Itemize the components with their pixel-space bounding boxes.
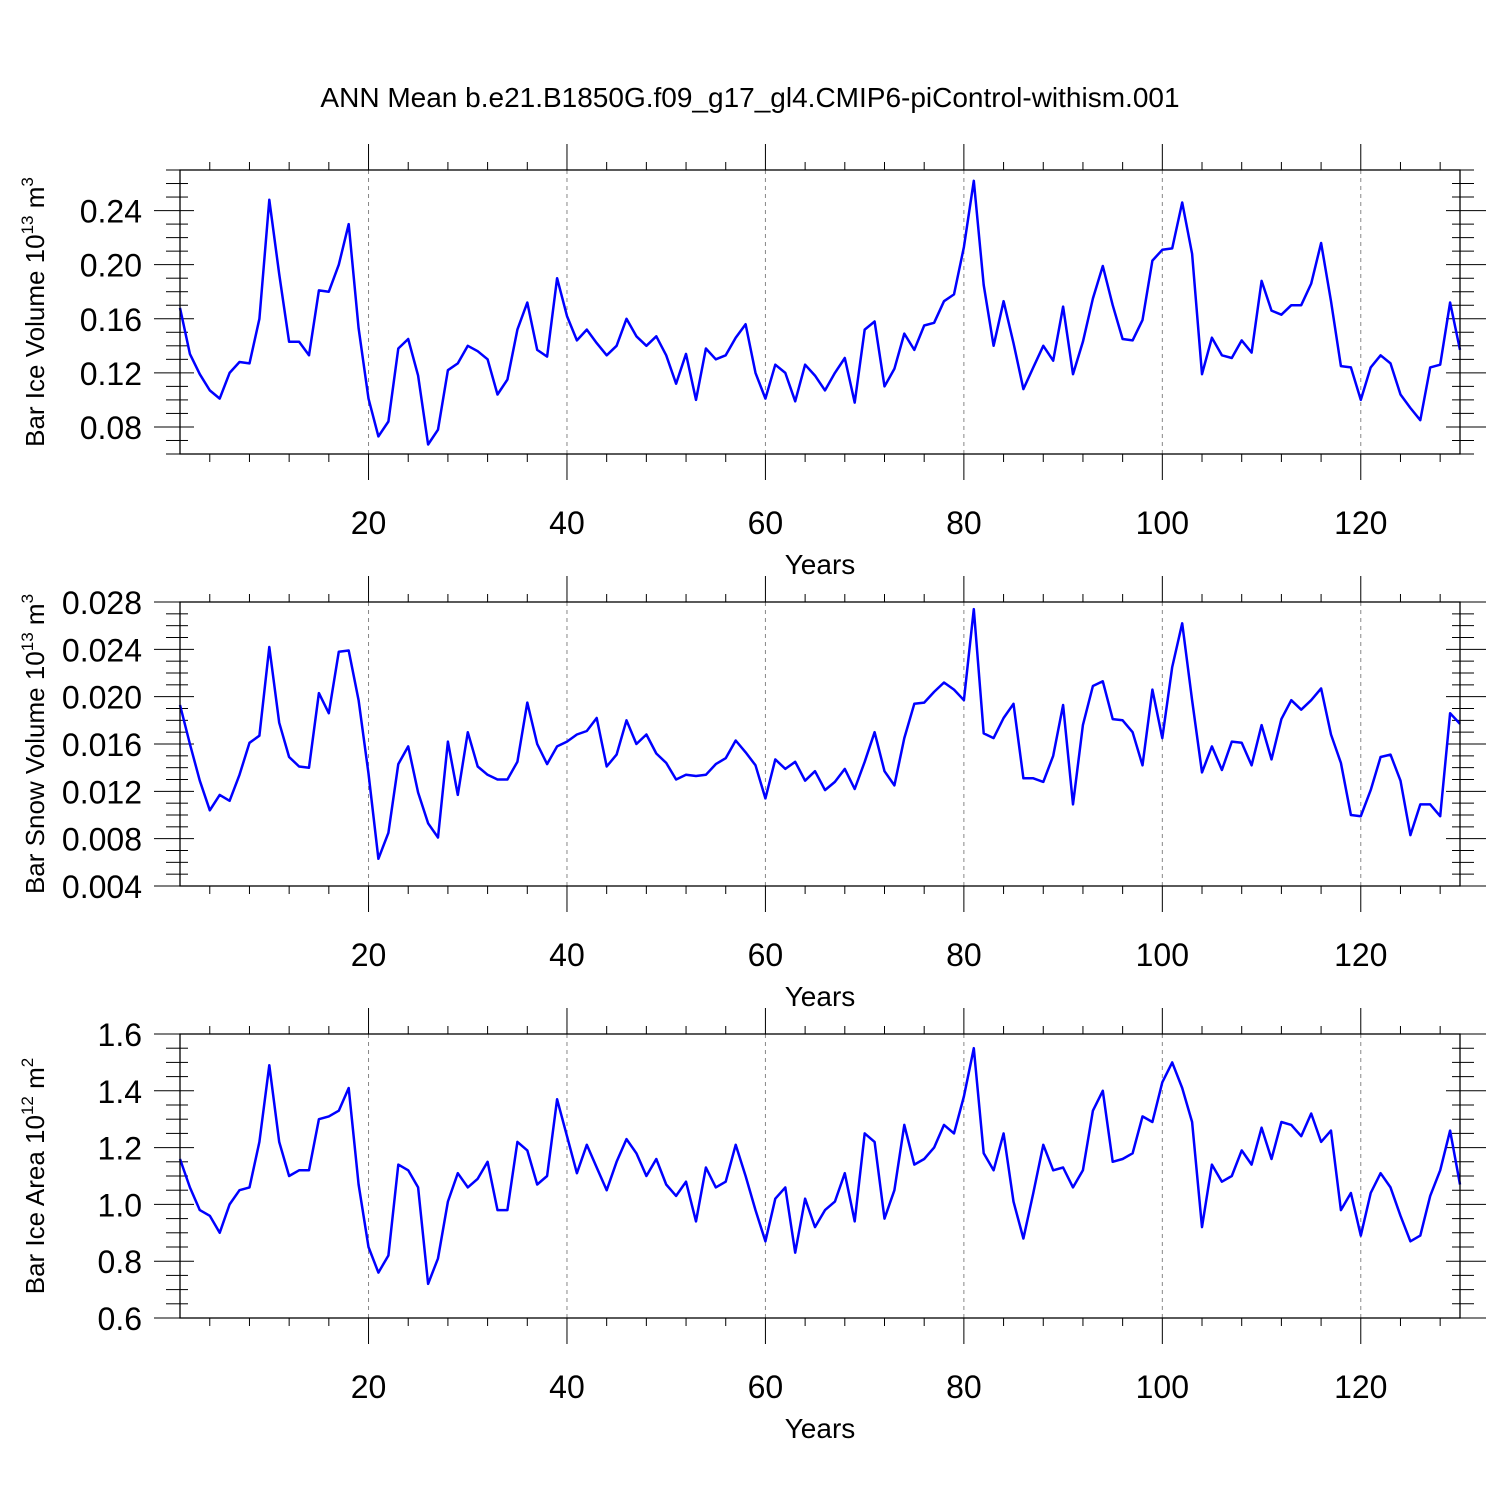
tick-label-y: 0.016 [62,727,142,763]
y-axis-label: Bar Ice Volume 1013 m3 [18,177,50,447]
y-axis-label: Bar Snow Volume 1013 m3 [18,594,50,894]
tick-label-y: 1.2 [98,1131,142,1167]
tick-label-y: 1.4 [98,1074,142,1110]
plot-frame [179,1033,1461,1319]
tick-label-x: 120 [1334,1369,1387,1405]
tick-label-x: 80 [946,1369,982,1405]
y-axis-label-unit: m [20,603,50,632]
y-axis-label: Bar Ice Area 1012 m2 [18,1058,50,1295]
tick-label-x: 40 [549,1369,585,1405]
series-line-3 [178,1046,1462,1286]
plot-panel-1: 20 40 60 80 100 120 0.08 0.12 0.16 0.20 0.24 Years B… [18,144,1486,580]
tick-label-x: 100 [1136,505,1189,541]
tick-label-y: 0.028 [62,585,142,621]
y-axis-label-unit-exponent: 2 [18,1058,37,1067]
tick-label-x: 40 [549,937,585,973]
series-line-2 [178,607,1461,861]
tick-label-y: 0.16 [80,302,142,338]
y-axis-label-unit-exponent: 3 [18,177,37,186]
tick-label-x: 80 [946,937,982,973]
y-axis-label-exponent: 12 [18,1096,37,1115]
x-axis-label: Years [785,1413,856,1444]
x-axis-label: Years [785,981,856,1012]
tick-label-y: 0.024 [62,632,142,668]
y-axis-label-exponent: 13 [18,215,37,234]
tick-label-y: 0.008 [62,822,142,858]
tick-label-y: 0.08 [80,410,142,446]
plot-frame [179,601,1461,887]
tick-label-x: 60 [748,505,784,541]
y-axis-label-text: Bar Snow Volume 10 [20,651,50,894]
y-axis-label-text: Bar Ice Area 10 [20,1115,50,1294]
tick-label-x: 60 [748,1369,784,1405]
y-axis-label-unit-exponent: 3 [18,594,37,603]
tick-label-x: 80 [946,505,982,541]
series-line-1 [178,179,1462,446]
tick-label-x: 40 [549,505,585,541]
tick-label-x: 20 [351,1369,387,1405]
tick-label-x: 120 [1334,505,1387,541]
y-axis-label-text: Bar Ice Volume 10 [20,234,50,446]
tick-label-y: 0.020 [62,680,142,716]
tick-label-x: 20 [351,937,387,973]
tick-label-y: 0.004 [62,869,142,905]
x-axis-label: Years [785,549,856,580]
tick-label-x: 60 [748,937,784,973]
tick-label-y: 1.0 [98,1187,142,1223]
tick-label-x: 120 [1334,937,1387,973]
tick-label-y: 0.6 [98,1301,142,1337]
tick-label-y: 0.8 [98,1244,142,1280]
tick-label-y: 0.012 [62,774,142,810]
tick-label-y: 0.12 [80,356,142,392]
tick-label-x: 100 [1136,1369,1189,1405]
plot-panel-3: 20 40 60 80 100 120 0.6 0.8 1.0 1.2 1.4 1.6 Years Bar… [18,1008,1486,1444]
tick-label-y: 1.6 [98,1017,142,1053]
figure-title: ANN Mean b.e21.B1850G.f09_g17_gl4.CMIP6-… [320,82,1180,113]
y-axis-label-unit: m [20,187,50,216]
y-axis-label-unit: m [20,1067,50,1096]
tick-label-y: 0.24 [80,194,142,230]
y-axis-label-exponent: 13 [18,632,37,651]
tick-label-y: 0.20 [80,248,142,284]
tick-label-x: 20 [351,505,387,541]
tick-label-x: 100 [1136,937,1189,973]
plot-frame [179,169,1461,455]
plot-panel-2: 20 40 60 80 100 120 0.004 0.008 0.012 0.016 0.020 0… [18,576,1486,1012]
